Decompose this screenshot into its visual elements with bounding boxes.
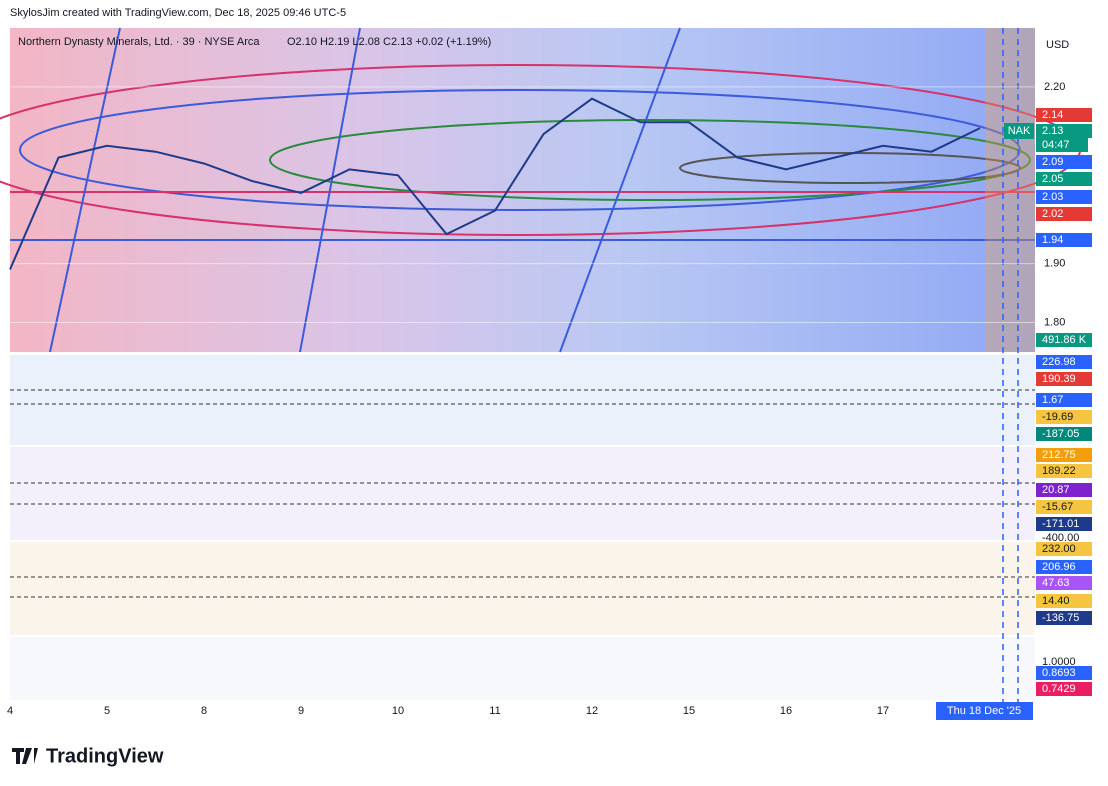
countdown: 04:47 [1042, 139, 1070, 151]
price-line [9, 97, 981, 270]
price-tag-bg [1036, 372, 1092, 386]
x-tick-label: 15 [683, 705, 695, 717]
price-tag: 1.67 [1042, 394, 1063, 406]
price-tag: 0.8693 [1042, 667, 1076, 679]
price-tag-bg [1036, 483, 1092, 497]
price-tag: 20.87 [1042, 484, 1070, 496]
price-tag: -19.69 [1042, 411, 1073, 423]
pane-bg [10, 447, 1035, 540]
price-tag-bg [1036, 172, 1092, 186]
guide-lines [10, 389, 1035, 598]
price-tag: 1.94 [1042, 234, 1063, 246]
footer-brand: TradingView [46, 745, 164, 767]
chart-title: Northern Dynasty Minerals, Ltd. · 39 · N… [18, 36, 260, 48]
price-tag: 1.0000 [1042, 656, 1076, 668]
pane-bg [10, 542, 1035, 635]
price-tag: 232.00 [1042, 543, 1076, 555]
logo [12, 748, 38, 764]
price-tag: -15.67 [1042, 501, 1073, 513]
price-tag-bg [1036, 448, 1092, 462]
x-tick-label: 9 [298, 705, 304, 717]
x-tick-label: Thu 18 Dec '25 [947, 705, 1021, 717]
y-tick-label: 2.20 [1044, 81, 1065, 93]
date-tag [936, 702, 1033, 720]
price-tag: 2.09 [1042, 156, 1063, 168]
price-tag: 47.63 [1042, 577, 1070, 589]
price-tag: 190.39 [1042, 373, 1076, 385]
price-tag-bg [1036, 576, 1092, 590]
x-tick-label: 10 [392, 705, 404, 717]
price-tag-bg [1036, 594, 1092, 608]
price-tag: 2.05 [1042, 173, 1063, 185]
price-tag-bg [1036, 427, 1092, 441]
price-tag-bg [1036, 517, 1092, 531]
ohlc: O2.10 H2.19 L2.08 C2.13 +0.02 (+1.19%) [287, 36, 491, 48]
y-tick-label: 1.80 [1044, 316, 1065, 328]
price-tag-bg [1036, 560, 1092, 574]
price-tag: 2.13 [1042, 125, 1063, 137]
cursor-lines [1002, 28, 1019, 720]
price-tag-bg [1036, 410, 1092, 424]
price-tag: -136.75 [1042, 612, 1079, 624]
price-tag-bg [1036, 666, 1092, 680]
price-tag: 2.03 [1042, 191, 1063, 203]
x-tick-label: 11 [489, 705, 500, 717]
price-tag-bg [1036, 611, 1092, 625]
x-tick-label: 4 [7, 705, 13, 717]
price-tag-bg [1036, 233, 1092, 247]
price-tag: 491.86 K [1042, 334, 1087, 346]
price-tag-bg [1036, 355, 1092, 369]
x-tick-label: 17 [877, 705, 889, 717]
price-tag-bg [1036, 207, 1092, 221]
symbol-tag [1004, 123, 1034, 139]
countdown-bg [1036, 138, 1088, 152]
x-tick-label: 8 [201, 705, 207, 717]
price-tag: 206.96 [1042, 561, 1076, 573]
pane-bg [10, 637, 1035, 700]
price-tag: 14.40 [1042, 595, 1070, 607]
price-tag-bg [1036, 124, 1092, 138]
main-pane [10, 28, 1035, 352]
currency: USD [1046, 39, 1069, 51]
price-tag-bg [1036, 542, 1092, 556]
price-tag-bg [1036, 108, 1092, 122]
symbol: NAK [1008, 125, 1031, 137]
price-tag-bg [1036, 190, 1092, 204]
price-tag: -187.05 [1042, 428, 1079, 440]
price-tag-bg [1036, 333, 1092, 347]
price-tag: 212.75 [1042, 449, 1076, 461]
price-tag: 226.98 [1042, 356, 1076, 368]
price-tag-bg [1036, 393, 1092, 407]
price-tag-bg [1036, 500, 1092, 514]
price-tag-bg [1036, 682, 1092, 696]
header: SkylosJim created with TradingView.com, … [10, 7, 346, 19]
price-tag: 189.22 [1042, 465, 1076, 477]
pane-bg [10, 355, 1035, 445]
price-tag: -171.01 [1042, 518, 1079, 530]
x-tick-label: 12 [586, 705, 598, 717]
price-tag-bg [1036, 464, 1092, 478]
price-tag: -400.00 [1042, 532, 1079, 544]
x-tick-label: 16 [780, 705, 792, 717]
sub-panes [10, 28, 1035, 720]
price-tag: 2.02 [1042, 208, 1063, 220]
volume-profile [985, 28, 1035, 352]
x-tick-label: 5 [104, 705, 110, 717]
y-tick-label: 1.90 [1044, 258, 1065, 270]
price-tag: 0.7429 [1042, 683, 1076, 695]
price-tag: 2.14 [1042, 109, 1063, 121]
price-tag-bg [1036, 155, 1092, 169]
